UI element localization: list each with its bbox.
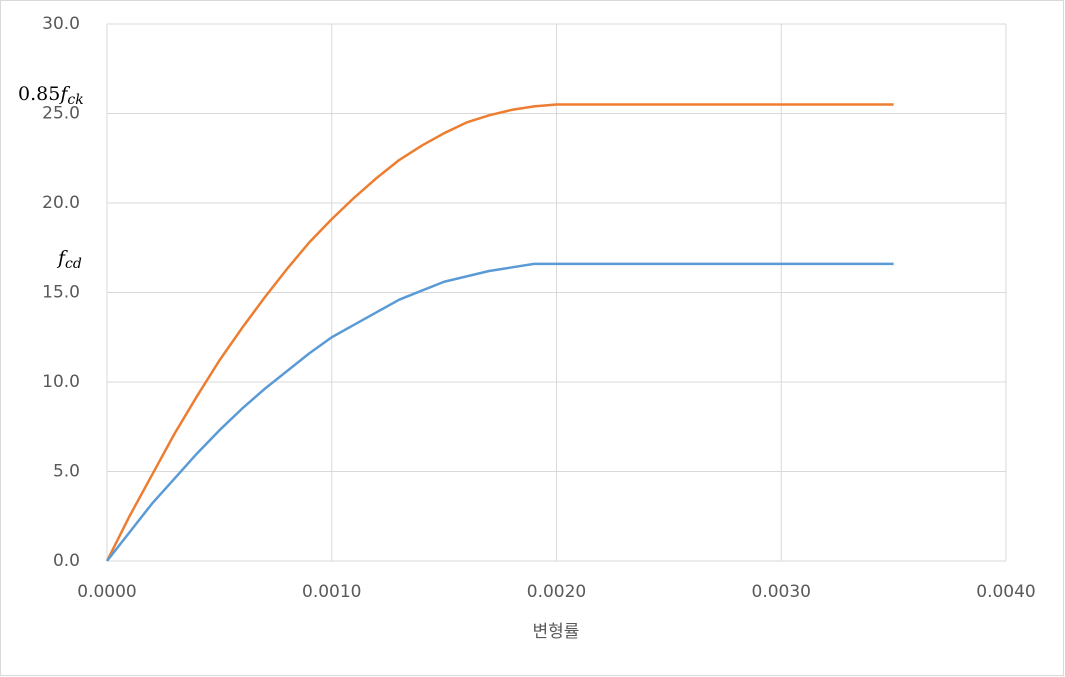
x-axis-title: 변형률 (533, 622, 580, 642)
annotation-symbol: f (56, 247, 68, 269)
series-line (106, 262, 894, 562)
x-tick-label: 0.0010 (302, 582, 361, 602)
y-tick-label: 15.0 (42, 283, 80, 303)
series-line (105, 103, 894, 562)
y-tick-label: 25.0 (42, 104, 80, 124)
annotation: fcd (56, 247, 82, 272)
annotation-subscript: cd (65, 256, 82, 272)
y-tick-label: 10.0 (42, 372, 80, 392)
annotation-prefix: 0.85 (18, 83, 60, 105)
annotation-symbol: f (58, 83, 70, 105)
x-tick-label: 0.0020 (527, 582, 586, 602)
y-tick-label: 5.0 (53, 462, 80, 482)
y-tick-label: 20.0 (42, 193, 80, 213)
x-tick-label: 0.0040 (976, 582, 1035, 602)
annotation: 0.85fck (18, 83, 84, 108)
y-tick-label: 0.0 (53, 551, 80, 571)
x-tick-label: 0.0000 (77, 582, 136, 602)
y-tick-label: 30.0 (42, 14, 80, 34)
x-tick-label: 0.0030 (752, 582, 811, 602)
annotation-subscript: ck (67, 92, 83, 108)
